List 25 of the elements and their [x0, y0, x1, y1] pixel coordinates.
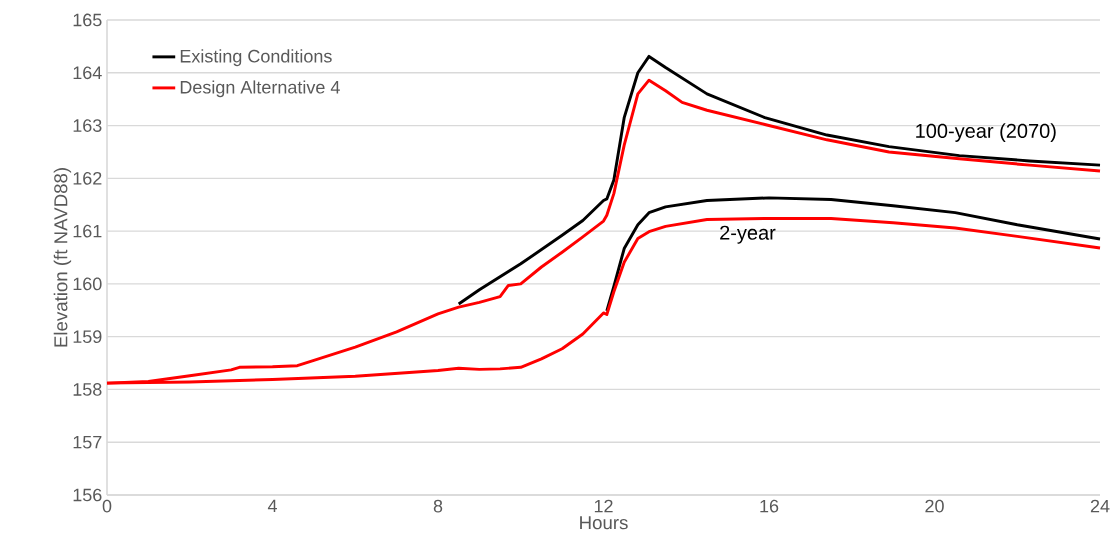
annotation: 100-year (2070) [916, 123, 1056, 142]
y-tick-label: 164 [73, 66, 102, 80]
x-tick-label: 24 [1090, 499, 1110, 513]
x-tick-label: 0 [102, 499, 112, 513]
legend-label: Design Alternative 4 [180, 80, 340, 98]
x-tick-label: 4 [267, 499, 277, 513]
y-tick-label: 157 [73, 435, 102, 449]
x-tick-label: 20 [925, 499, 944, 513]
y-tick-label: 162 [73, 171, 102, 185]
y-tick-label: 158 [73, 383, 102, 396]
y-tick-label: 165 [73, 13, 102, 27]
y-tick-label: 159 [73, 330, 102, 344]
y-axis-title: Elevation (ft NAVD88) [53, 168, 72, 347]
x-tick-label: 16 [760, 499, 779, 513]
x-tick-label: 12 [594, 499, 613, 513]
y-tick-label: 156 [73, 488, 102, 502]
y-tick-label: 163 [73, 119, 102, 132]
y-tick-label: 160 [73, 277, 102, 291]
y-tick-label: 161 [73, 224, 102, 238]
x-tick-label: 8 [433, 499, 443, 513]
line-series [605, 196, 1102, 313]
line-series [457, 54, 1102, 306]
x-axis-title: Hours [580, 516, 628, 530]
annotation: 2-year [720, 225, 776, 244]
legend-label: Existing Conditions [180, 49, 332, 67]
